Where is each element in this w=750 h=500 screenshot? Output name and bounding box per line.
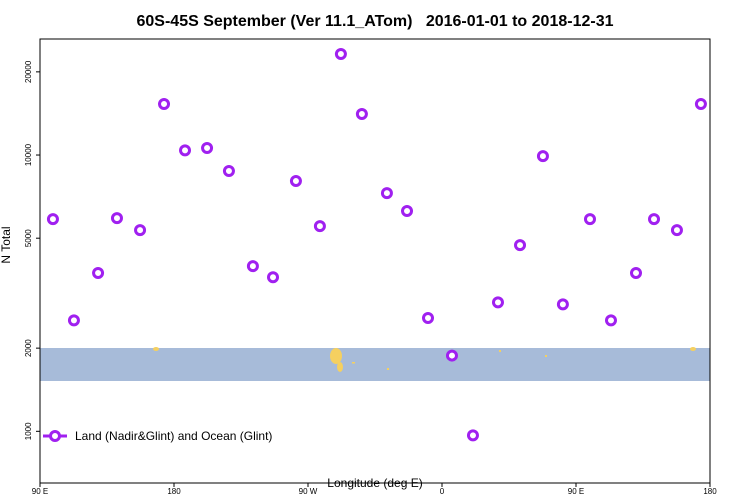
land-patches: [153, 347, 696, 372]
point: [514, 239, 527, 252]
y-tick-label: 5000: [24, 229, 33, 247]
point: [92, 267, 105, 280]
legend-label: Land (Nadir&Glint) and Ocean (Glint): [75, 429, 272, 443]
point: [313, 220, 326, 233]
point: [670, 224, 683, 237]
x-tick-label: 90 W: [299, 487, 318, 496]
point: [179, 144, 192, 157]
point: [583, 213, 596, 226]
chart-title: 60S-45S September (Ver 11.1_ATom) 2016-0…: [137, 13, 614, 30]
y-tick-label: 2000: [24, 339, 33, 357]
point: [536, 150, 549, 163]
point: [648, 213, 661, 226]
point: [201, 142, 214, 155]
point: [401, 205, 414, 218]
x-tick-label: 0: [440, 487, 445, 496]
x-tick-label: 180: [703, 487, 717, 496]
legend-marker: [49, 430, 61, 442]
point: [630, 267, 643, 280]
point: [267, 271, 280, 284]
point: [289, 175, 302, 188]
point: [134, 224, 147, 237]
point: [466, 429, 479, 442]
point: [604, 314, 617, 327]
y-tick-label: 20000: [24, 60, 33, 83]
x-tick-label: 90 E: [32, 487, 48, 496]
y-axis-label: N Total: [0, 226, 13, 263]
point: [46, 213, 59, 226]
y-tick-label: 1000: [24, 422, 33, 440]
point: [110, 212, 123, 225]
point: [246, 260, 259, 273]
point: [222, 165, 235, 178]
point: [355, 107, 368, 120]
point: [422, 312, 435, 325]
point: [491, 296, 504, 309]
point: [380, 187, 393, 200]
map-strip: [40, 348, 710, 381]
point: [158, 97, 171, 110]
point: [445, 349, 458, 362]
x-tick-label: 90 E: [568, 487, 584, 496]
x-tick-label: 180: [167, 487, 181, 496]
point: [556, 298, 569, 311]
point: [67, 314, 80, 327]
plot-frame: [39, 38, 711, 484]
point: [694, 97, 707, 110]
y-tick-label: 10000: [24, 143, 33, 166]
x-axis-label: Longitude (deg E): [327, 476, 422, 490]
point: [334, 48, 347, 61]
